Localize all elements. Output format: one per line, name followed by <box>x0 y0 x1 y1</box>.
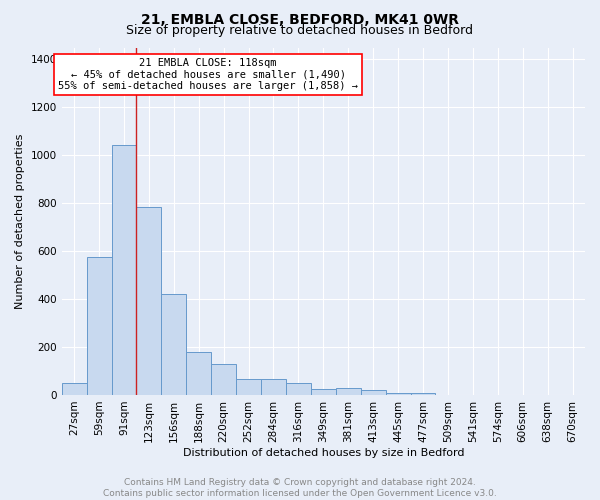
Text: 21 EMBLA CLOSE: 118sqm
← 45% of detached houses are smaller (1,490)
55% of semi-: 21 EMBLA CLOSE: 118sqm ← 45% of detached… <box>58 58 358 91</box>
Bar <box>286 383 311 395</box>
Bar <box>236 378 261 395</box>
Bar <box>86 257 112 395</box>
Bar <box>161 294 186 395</box>
Bar <box>361 390 386 395</box>
Bar <box>386 392 410 395</box>
X-axis label: Distribution of detached houses by size in Bedford: Distribution of detached houses by size … <box>182 448 464 458</box>
Bar <box>311 389 336 395</box>
Bar <box>62 383 86 395</box>
Bar <box>410 392 436 395</box>
Bar <box>211 364 236 395</box>
Text: Contains HM Land Registry data © Crown copyright and database right 2024.
Contai: Contains HM Land Registry data © Crown c… <box>103 478 497 498</box>
Bar <box>336 388 361 395</box>
Bar <box>112 146 136 395</box>
Text: Size of property relative to detached houses in Bedford: Size of property relative to detached ho… <box>127 24 473 37</box>
Bar <box>136 207 161 395</box>
Text: 21, EMBLA CLOSE, BEDFORD, MK41 0WR: 21, EMBLA CLOSE, BEDFORD, MK41 0WR <box>141 12 459 26</box>
Bar <box>186 352 211 395</box>
Bar <box>261 380 286 395</box>
Y-axis label: Number of detached properties: Number of detached properties <box>15 134 25 309</box>
